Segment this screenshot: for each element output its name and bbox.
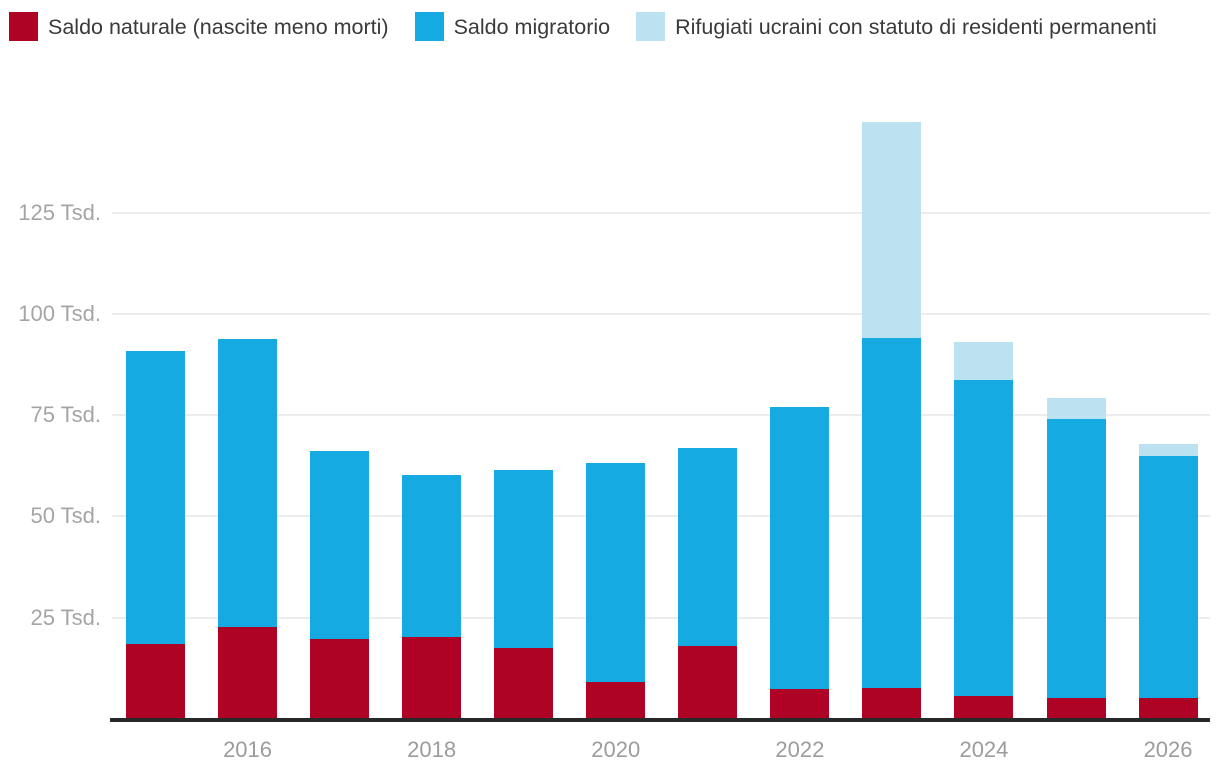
legend-label: Saldo migratorio [453, 15, 611, 39]
y-axis-tick-label: 100 Tsd. [18, 300, 101, 326]
bar-2022-saldo-migratorio[interactable] [770, 406, 830, 690]
bar-2019-saldo-migratorio[interactable] [494, 470, 554, 648]
bar-2023-saldo-naturale[interactable] [862, 687, 922, 719]
y-axis-tick-label: 125 Tsd. [18, 199, 101, 225]
legend-swatch-saldo-naturale [9, 12, 38, 41]
bar-2018-saldo-migratorio[interactable] [402, 475, 462, 638]
gridline-100-tsd [112, 312, 1210, 315]
bar-2020-saldo-naturale[interactable] [586, 681, 646, 719]
legend-item-saldo-naturale[interactable]: Saldo naturale (nascite meno morti) [9, 12, 389, 41]
legend-item-rifugiati-ucraini[interactable]: Rifugiati ucraini con statuto di residen… [636, 12, 1157, 41]
gridline-50-tsd [112, 515, 1210, 518]
x-axis-line [110, 718, 1210, 722]
bar-2022-saldo-naturale[interactable] [770, 689, 830, 719]
bar-2020-saldo-migratorio[interactable] [586, 462, 646, 682]
bar-2024-saldo-naturale[interactable] [954, 696, 1014, 719]
legend-item-saldo-migratorio[interactable]: Saldo migratorio [414, 12, 611, 41]
bar-2015-saldo-naturale[interactable] [126, 644, 185, 719]
bar-2025-saldo-naturale[interactable] [1046, 697, 1106, 719]
bar-2017-saldo-migratorio[interactable] [310, 450, 370, 639]
bar-2018-saldo-naturale[interactable] [402, 637, 462, 719]
x-axis-tick-label-2018: 2018 [407, 737, 457, 762]
gridline-125-tsd [112, 211, 1210, 214]
legend-label: Saldo naturale (nascite meno morti) [48, 15, 389, 39]
bar-2021-saldo-naturale[interactable] [678, 646, 738, 719]
legend-swatch-rifugiati-ucraini [636, 12, 666, 41]
bar-2015-saldo-migratorio[interactable] [126, 351, 185, 645]
gridline-75-tsd [112, 414, 1210, 417]
x-axis-tick-label-2024: 2024 [959, 737, 1009, 762]
legend: Saldo naturale (nascite meno morti) Saldo… [9, 8, 1214, 46]
bar-2026-rifugiati-ucraini[interactable] [1138, 443, 1198, 457]
bar-2019-saldo-naturale[interactable] [494, 647, 554, 719]
y-axis-tick-label: 25 Tsd. [30, 604, 101, 630]
bar-2025-rifugiati-ucraini[interactable] [1046, 397, 1106, 420]
y-axis-tick-label: 75 Tsd. [30, 402, 101, 428]
x-axis-tick-label-2026: 2026 [1143, 737, 1193, 762]
legend-label: Rifugiati ucraini con statuto di residen… [675, 15, 1157, 39]
bar-2024-saldo-migratorio[interactable] [954, 380, 1014, 697]
gridline-25-tsd [112, 616, 1210, 619]
bar-2025-saldo-migratorio[interactable] [1046, 419, 1106, 698]
bar-2016-saldo-migratorio[interactable] [218, 338, 278, 628]
bar-2026-saldo-migratorio[interactable] [1138, 456, 1198, 698]
bar-2024-rifugiati-ucraini[interactable] [954, 341, 1014, 381]
x-axis-tick-label-2016: 2016 [223, 737, 273, 762]
y-axis-tick-label: 50 Tsd. [30, 503, 101, 529]
bar-2026-saldo-naturale[interactable] [1138, 697, 1198, 719]
x-axis-tick-label-2020: 2020 [591, 737, 641, 762]
bar-2016-saldo-naturale[interactable] [218, 627, 278, 719]
x-axis-tick-label-2022: 2022 [775, 737, 825, 762]
bar-2023-rifugiati-ucraini[interactable] [862, 121, 922, 339]
bar-2017-saldo-naturale[interactable] [310, 638, 370, 719]
bar-2023-saldo-migratorio[interactable] [862, 338, 922, 688]
bar-2021-saldo-migratorio[interactable] [678, 447, 738, 647]
legend-swatch-saldo-migratorio [414, 12, 444, 41]
